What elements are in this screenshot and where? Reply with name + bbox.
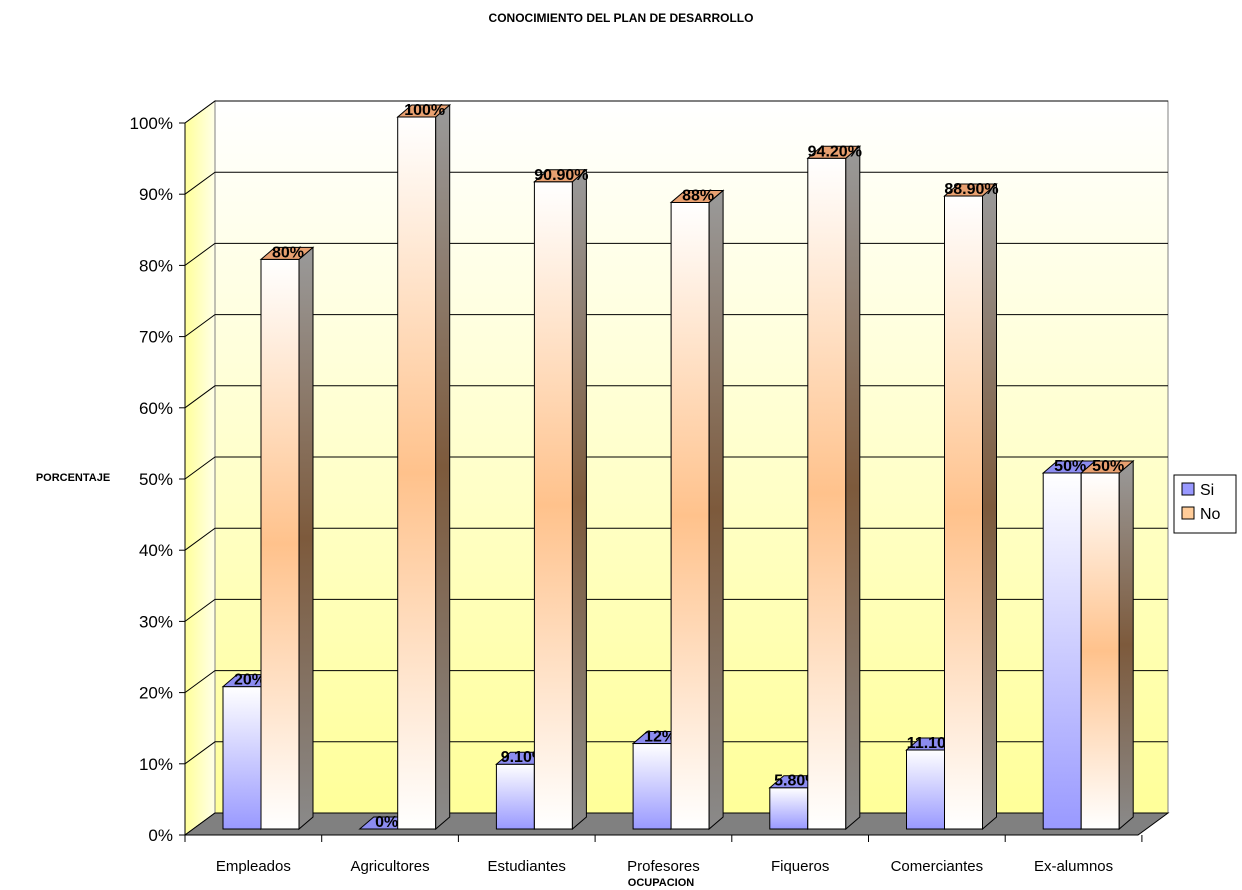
bar-front <box>260 258 300 830</box>
y-tick-label: 0% <box>148 826 173 845</box>
chart-title: CONOCIMIENTO DEL PLAN DE DESARROLLO <box>489 11 754 25</box>
y-tick-label: 10% <box>139 755 173 774</box>
data-label: 12% <box>644 729 676 746</box>
bar-front <box>632 743 672 830</box>
bar-front <box>495 763 535 830</box>
x-tick-label: Comerciantes <box>891 858 984 875</box>
bar-no <box>669 189 725 831</box>
y-tick-label: 100% <box>130 114 173 133</box>
data-label: 20% <box>234 672 266 689</box>
y-tick-label: 30% <box>139 612 173 631</box>
bar-side <box>571 168 587 831</box>
bar-front <box>1042 472 1082 830</box>
bar-side <box>298 246 314 831</box>
data-label: 88% <box>682 187 714 204</box>
bar-top <box>806 145 862 159</box>
bar-no <box>396 103 452 831</box>
y-tick-label: 80% <box>139 256 173 275</box>
x-tick-label: Profesores <box>627 858 700 875</box>
bar-top <box>1079 460 1135 474</box>
x-tick-label: Estudiantes <box>488 858 566 875</box>
bar-no <box>943 182 998 831</box>
bar-front <box>769 787 809 830</box>
y-axis-title: PORCENTAJE <box>36 472 110 484</box>
bar-side <box>1118 459 1134 831</box>
bar-front <box>1080 472 1120 830</box>
data-label: 94.20% <box>808 143 862 160</box>
y-tick-label: 60% <box>139 399 173 418</box>
legend-swatch-no <box>1181 506 1195 520</box>
y-tick-label: 50% <box>139 470 173 489</box>
bar-top <box>259 246 315 260</box>
data-label: 50% <box>1092 458 1124 475</box>
bar-front <box>944 195 983 830</box>
data-label: 80% <box>272 244 304 261</box>
bar-top <box>533 169 588 183</box>
bar-side <box>982 182 997 831</box>
gridline <box>184 100 1168 124</box>
legend-label-si: Si <box>1200 482 1214 499</box>
bar-side <box>435 103 451 831</box>
bar-no <box>533 168 588 831</box>
data-label: 88.90% <box>944 181 998 198</box>
bar-side <box>845 145 861 831</box>
bar-front <box>222 686 262 830</box>
bar-front <box>906 749 945 830</box>
y-tick-label: 70% <box>139 328 173 347</box>
bar-front <box>533 181 573 830</box>
bar-top <box>669 189 725 203</box>
x-axis-title: OCUPACION <box>628 877 694 889</box>
y-tick-label: 90% <box>139 185 173 204</box>
x-tick-label: Fiqueros <box>771 858 829 875</box>
bar-side <box>708 189 724 831</box>
x-tick-label: Ex-alumnos <box>1034 858 1113 875</box>
bar-front <box>670 201 710 830</box>
legend-label-no: No <box>1200 506 1221 523</box>
y-tick-label: 20% <box>139 684 173 703</box>
bar-front <box>807 157 847 830</box>
data-label: 0% <box>375 814 398 831</box>
data-label: 50% <box>1054 458 1086 475</box>
x-tick-label: Empleados <box>216 858 291 875</box>
bar-no <box>1079 459 1135 831</box>
data-label: 100% <box>404 102 445 119</box>
data-label: 90.90% <box>534 167 588 184</box>
plot-area: 0% 10% 20% 30% 40% 50% 60% 70% 80% 90% 100% Emplead… <box>130 100 1170 875</box>
x-tick-label: Agricultores <box>350 858 429 875</box>
bar-top <box>396 104 452 118</box>
bar-front <box>397 116 437 830</box>
bar-no <box>806 145 862 831</box>
bar-no <box>259 246 315 831</box>
y-tick-label: 40% <box>139 541 173 560</box>
legend: Si No <box>1173 474 1237 534</box>
bar-top <box>943 183 998 197</box>
legend-swatch-si <box>1181 482 1195 496</box>
